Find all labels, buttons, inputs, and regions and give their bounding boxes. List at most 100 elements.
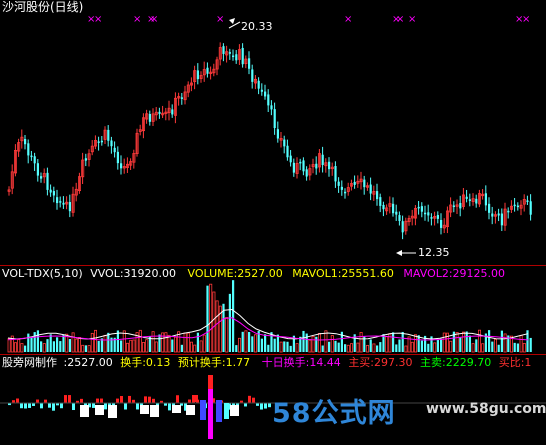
candle-body: [516, 205, 519, 208]
candle-body: [509, 205, 513, 210]
candle-body: [222, 46, 225, 54]
candle-body: [212, 68, 216, 74]
candle-body: [321, 154, 324, 166]
main-buy: 主买:297.30: [348, 356, 413, 369]
flow-bar: [56, 403, 59, 406]
candle-body: [248, 58, 251, 69]
volume-bar: [141, 342, 145, 353]
candle-body: [385, 207, 389, 212]
price-pane[interactable]: × × × × × × × × × × × × 沙河股份(日线) 20.33 12.35: [0, 0, 546, 265]
candle-body: [379, 197, 382, 206]
watermark-logo: 58公式网: [272, 398, 396, 429]
volume-bar: [491, 341, 494, 352]
candle-body: [372, 191, 376, 195]
volume-bar: [68, 338, 71, 352]
volume-bar: [209, 283, 213, 353]
candle-body: [440, 219, 443, 228]
volume-bar: [183, 332, 187, 353]
candle-body: [359, 178, 363, 183]
volume-bar: [276, 334, 279, 352]
volume-bar: [135, 332, 139, 353]
flow-bar: [184, 403, 187, 411]
volume-bar: [173, 336, 177, 353]
flow-bar: [16, 398, 19, 403]
candle-body: [365, 185, 369, 188]
high-price-label: 20.33: [241, 20, 273, 33]
candle-body: [81, 159, 85, 178]
volume-bar: [193, 344, 197, 353]
volume-pane[interactable]: VOL-TDX(5,10) VVOL:31920.00 VOLUME:2527.…: [0, 266, 546, 354]
volume-bar: [315, 336, 318, 352]
candle-body: [103, 129, 107, 140]
candle-body: [7, 189, 11, 192]
sell-block: [230, 405, 239, 416]
spike-top: [208, 375, 213, 389]
candle-body: [116, 151, 119, 164]
signal-marker: ×: [392, 14, 400, 25]
flow-bar: [132, 399, 135, 403]
volume-bar: [311, 336, 315, 353]
volume-bar: [17, 339, 21, 353]
candle-body: [369, 184, 372, 194]
volume-bar: [465, 331, 468, 352]
volume-bar: [407, 336, 411, 353]
candle-body: [257, 80, 260, 89]
indicator-pane[interactable]: 股旁网制作 :2527.00 换手:0.13 预计换手:1.77 十日换手:14…: [0, 355, 546, 445]
flow-bar: [44, 399, 47, 403]
volume-bar: [365, 344, 369, 353]
flow-bar: [212, 398, 215, 403]
volume-bar: [340, 331, 343, 352]
candle-body: [33, 156, 36, 164]
volume-bar: [103, 334, 107, 353]
mavol1-line: [7, 308, 529, 340]
candle-body: [292, 162, 295, 173]
flow-bar: [160, 400, 163, 403]
candle-body: [500, 213, 503, 226]
volume-bar: [392, 332, 395, 352]
candle-body: [388, 203, 392, 207]
vvol-value: VVOL:31920.00: [90, 267, 177, 280]
volume-bar: [436, 340, 439, 352]
candle-body: [477, 193, 481, 205]
flow-bar: [188, 399, 191, 403]
volume-bar: [500, 330, 503, 352]
candle-body: [410, 215, 414, 219]
volume-bar: [344, 344, 347, 352]
volume-bar: [161, 332, 165, 353]
volume-bar: [273, 338, 276, 352]
candle-body: [71, 193, 75, 213]
candle-body: [17, 142, 21, 152]
candle-body: [251, 69, 254, 82]
candle-body: [260, 89, 263, 92]
candle-body: [526, 200, 529, 202]
volume-bar: [186, 332, 190, 353]
volume-bar: [138, 329, 142, 353]
volume-bar: [372, 343, 376, 353]
volume-bar: [154, 341, 158, 353]
candle-body: [398, 215, 401, 221]
sell-block: [108, 405, 117, 418]
flow-bar: [20, 403, 23, 409]
candle-body: [493, 214, 497, 217]
volume-bar: [430, 336, 433, 352]
spike-bar: [208, 375, 213, 439]
candle-body: [46, 172, 49, 190]
flow-bar: [256, 403, 259, 406]
candle-body: [126, 163, 130, 168]
candle-body: [244, 58, 248, 64]
volume-bar: [321, 345, 324, 352]
sell-block: [150, 405, 159, 417]
candle-body: [30, 155, 33, 158]
volume-bar: [493, 338, 497, 353]
volume-bar: [305, 333, 308, 352]
volume-bar: [484, 333, 487, 352]
volume-bar: [100, 338, 103, 352]
signal-marker: ×: [147, 14, 155, 25]
volume-bar: [359, 332, 363, 353]
candle-body: [442, 224, 446, 229]
flow-bar: [36, 399, 39, 403]
volume-bar: [507, 335, 510, 352]
flow-bar: [92, 403, 95, 408]
candle-body: [173, 97, 177, 116]
volume-bar: [36, 330, 39, 352]
